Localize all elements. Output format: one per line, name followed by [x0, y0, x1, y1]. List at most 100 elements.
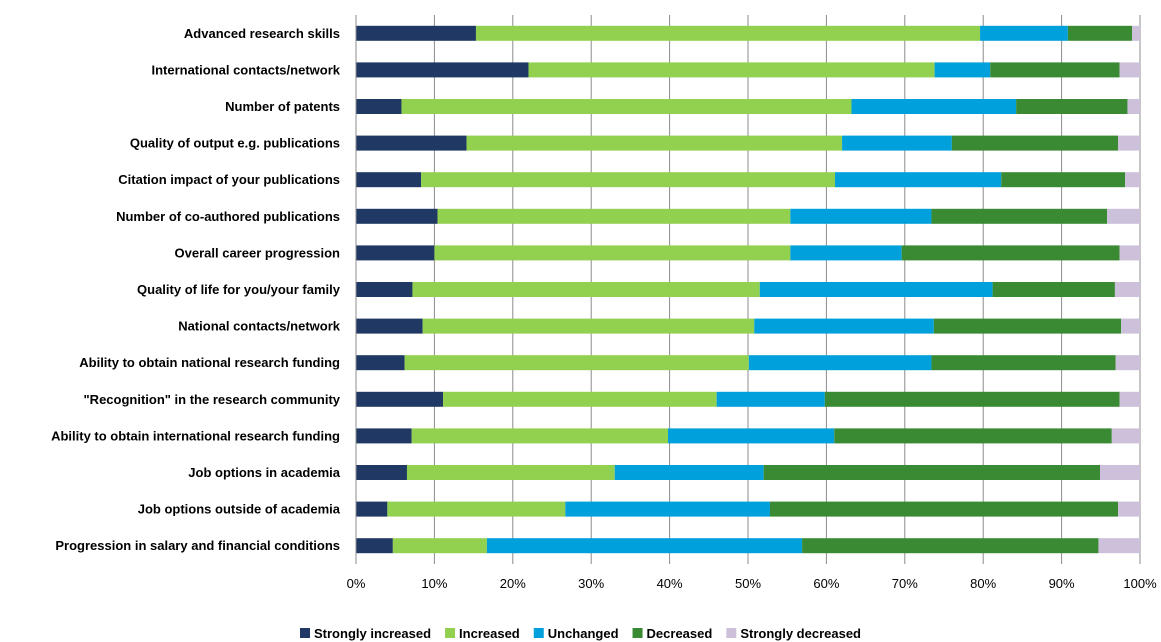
bar-segment: [802, 538, 1099, 554]
bar-segment: [404, 355, 749, 371]
bar-segment: [668, 428, 835, 444]
category-label: Citation impact of your publications: [118, 172, 340, 187]
bar-segment: [1119, 245, 1140, 261]
bar-segment: [356, 99, 402, 114]
bar-segment: [1115, 355, 1140, 371]
bar-segment: [934, 62, 991, 78]
x-tick-label: 10%: [421, 576, 447, 591]
category-label: Ability to obtain national research fund…: [79, 355, 340, 370]
bar-segment: [411, 428, 669, 444]
bar-segment: [356, 245, 435, 261]
bar-segment: [842, 135, 952, 151]
bar-segment: [356, 355, 405, 371]
bar-segment: [1107, 208, 1140, 224]
bar-segment: [356, 391, 444, 407]
bar-segment: [356, 501, 388, 517]
bar-segment: [759, 282, 993, 297]
bar-segment: [443, 391, 717, 407]
bar-segment: [754, 318, 934, 334]
x-tick-label: 30%: [578, 576, 604, 591]
category-label: Number of co-authored publications: [116, 209, 340, 224]
bar-segment: [1127, 99, 1140, 114]
bar-segment: [356, 135, 467, 151]
legend: Strongly increased Increased Unchanged Decr…: [300, 626, 861, 641]
x-tick-label: 100%: [1123, 576, 1157, 591]
category-label: Ability to obtain international research…: [51, 428, 340, 443]
bar-segment: [434, 245, 791, 261]
category-label: Overall career progression: [175, 245, 341, 260]
bar-segment: [356, 282, 413, 297]
bar-segment: [565, 501, 770, 517]
category-label: International contacts/network: [151, 62, 340, 77]
category-label: Quality of life for you/your family: [137, 282, 341, 297]
bar-segment: [1118, 135, 1140, 151]
category-label: National contacts/network: [178, 319, 341, 334]
legend-label: Decreased: [647, 626, 713, 641]
bar-segment: [1016, 99, 1128, 114]
bar-segment: [528, 62, 935, 78]
x-tick-label: 60%: [813, 576, 839, 591]
category-label: Job options outside of academia: [138, 502, 341, 517]
legend-swatch: [445, 628, 456, 638]
category-label: Number of patents: [225, 99, 340, 114]
bar-segment: [356, 465, 407, 480]
bar-segment: [790, 208, 932, 224]
bar-segment: [716, 391, 825, 407]
category-label: Advanced research skills: [184, 26, 340, 41]
bar-segment: [990, 62, 1120, 78]
legend-label: Strongly increased: [314, 626, 431, 641]
x-tick-label: 70%: [892, 576, 918, 591]
bar-segment: [412, 282, 760, 297]
bar-segment: [466, 135, 843, 151]
x-tick-label: 40%: [657, 576, 683, 591]
bar-segment: [901, 245, 1120, 261]
legend-label: Strongly decreased: [740, 626, 861, 641]
x-tick-label: 80%: [970, 576, 996, 591]
bar-segment: [824, 391, 1120, 407]
bar-segment: [1119, 62, 1140, 78]
bar-segment: [835, 172, 1002, 188]
bar-segment: [356, 538, 393, 554]
bar-segment: [851, 99, 1017, 114]
bar-segment: [614, 465, 764, 480]
bar-segment: [931, 208, 1108, 224]
bar-segment: [356, 208, 438, 224]
category-label: Job options in academia: [188, 465, 340, 480]
bar-segment: [1067, 25, 1133, 41]
bar-segment: [992, 282, 1115, 297]
bar-segment: [748, 355, 932, 371]
bar-segment: [1100, 465, 1140, 480]
bar-segment: [1001, 172, 1126, 188]
x-tick-label: 90%: [1049, 576, 1075, 591]
category-labels: Advanced research skills International co…: [51, 26, 341, 553]
category-label: Quality of output e.g. publications: [130, 136, 340, 151]
bar-segment: [356, 172, 422, 188]
bar-segment: [401, 99, 852, 114]
bar-segment: [763, 465, 1101, 480]
bar-segment: [933, 318, 1122, 334]
bar-segment: [1132, 25, 1140, 41]
bar-segment: [769, 501, 1119, 517]
legend-swatch: [533, 628, 544, 638]
legend-swatch: [726, 628, 737, 638]
bar-segment: [1125, 172, 1140, 188]
bar-segment: [356, 25, 476, 41]
bar-segment: [834, 428, 1112, 444]
bars: [356, 25, 1140, 554]
bar-segment: [1121, 318, 1140, 334]
bar-segment: [1119, 391, 1140, 407]
bar-segment: [1111, 428, 1140, 444]
x-tick-label: 20%: [500, 576, 526, 591]
bar-segment: [422, 318, 755, 334]
bar-segment: [437, 208, 791, 224]
legend-swatch: [632, 628, 643, 638]
bar-segment: [951, 135, 1119, 151]
legend-label: Increased: [459, 626, 520, 641]
x-tick-label: 0%: [347, 576, 366, 591]
bar-segment: [1118, 501, 1140, 517]
x-tick-labels: 0% 10% 20% 30% 40% 50% 60% 70% 80% 90% 100%: [347, 576, 1157, 591]
bar-segment: [1114, 282, 1140, 297]
bar-segment: [1098, 538, 1140, 554]
bar-segment: [356, 318, 423, 334]
